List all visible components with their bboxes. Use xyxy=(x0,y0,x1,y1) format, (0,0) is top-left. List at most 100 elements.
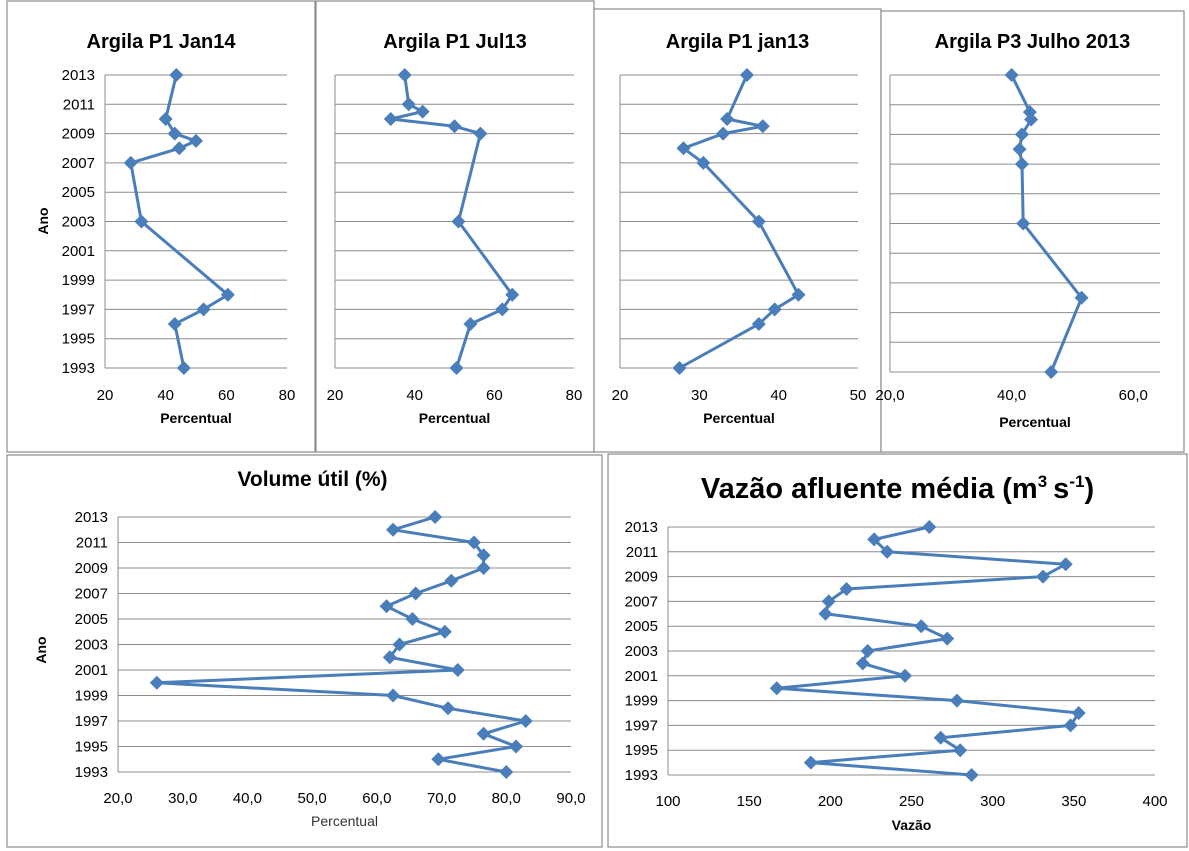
data-point-marker xyxy=(914,619,929,634)
x-tick-label: 100 xyxy=(655,793,680,810)
data-point-marker xyxy=(1058,557,1073,572)
chart-panel-6: Vazão afluente média (m3 s-1) 1993 1995 1997… xyxy=(607,453,1188,848)
data-point-marker xyxy=(867,532,882,547)
y-tick-label: 2001 xyxy=(625,668,658,685)
data-point-marker xyxy=(176,361,191,375)
y-tick-label: 2001 xyxy=(62,243,95,260)
x-axis-label: Percentual xyxy=(419,410,491,426)
x-tick-label: 30,0 xyxy=(168,790,197,807)
x-tick-label: 40 xyxy=(770,387,787,404)
y-tick-label: 2013 xyxy=(75,509,108,526)
y-axis-label: Ano xyxy=(33,636,49,663)
data-point-marker xyxy=(476,548,491,563)
data-point-marker xyxy=(220,287,235,302)
y-tick-label: 2003 xyxy=(62,214,95,231)
x-tick-label: 300 xyxy=(980,793,1005,810)
y-tick-label: 1995 xyxy=(625,742,658,759)
data-point-marker xyxy=(755,119,770,134)
x-tick-label: 250 xyxy=(899,793,924,810)
data-point-marker xyxy=(803,755,818,770)
y-tick-label: 2003 xyxy=(75,637,108,654)
data-point-marker xyxy=(408,586,423,601)
data-point-marker xyxy=(751,317,766,332)
y-tick-label: 1997 xyxy=(75,713,108,730)
panel-border xyxy=(6,454,603,848)
data-point-marker xyxy=(505,287,520,302)
x-tick-label: 60 xyxy=(218,387,235,404)
x-tick-label: 20 xyxy=(97,387,114,404)
y-tick-label: 2011 xyxy=(626,544,658,561)
data-point-marker xyxy=(791,287,806,302)
chart-panel-2: Argila P1 Jul13 20 40 60 80 Percentual xyxy=(315,0,595,453)
data-point-marker xyxy=(451,214,466,229)
y-tick-label: 2005 xyxy=(75,611,108,628)
y-tick-label: 2005 xyxy=(62,184,95,201)
chart-title: Volume útil (%) xyxy=(237,468,387,491)
x-tick-label: 50,0 xyxy=(298,790,327,807)
data-point-marker xyxy=(676,141,691,156)
data-point-marker xyxy=(386,688,401,703)
data-point-marker xyxy=(1035,569,1050,584)
x-axis-label: Percentual xyxy=(999,414,1071,430)
data-point-marker xyxy=(964,768,979,782)
data-point-marker xyxy=(476,561,491,575)
x-axis-label: Percentual xyxy=(703,410,775,426)
y-tick-label: 2007 xyxy=(62,155,95,172)
data-point-marker xyxy=(466,535,481,550)
x-tick-label: 40 xyxy=(157,387,174,404)
y-tick-label: 1997 xyxy=(62,301,95,318)
data-point-marker xyxy=(1016,216,1031,231)
x-tick-label: 80 xyxy=(566,387,583,404)
panel-border xyxy=(6,0,316,453)
chart-panel-4: Argila P3 Julho 2013 20,0 40,0 60,0 Percentu… xyxy=(875,10,1185,453)
data-point-marker xyxy=(1074,290,1089,305)
x-tick-label: 60 xyxy=(486,387,503,404)
data-point-marker xyxy=(383,111,398,126)
x-tick-label: 20 xyxy=(327,387,344,404)
data-point-marker xyxy=(495,302,510,317)
data-point-marker xyxy=(953,743,968,758)
chart-title: Argila P1 Jul13 xyxy=(383,31,526,53)
data-point-marker xyxy=(379,599,394,614)
data-point-marker xyxy=(405,612,420,626)
y-tick-label: 2013 xyxy=(625,519,658,536)
data-point-marker xyxy=(1044,365,1059,379)
data-point-marker xyxy=(431,752,446,767)
x-tick-label: 60,0 xyxy=(1119,387,1148,404)
y-tick-label: 2009 xyxy=(75,560,108,577)
x-tick-label: 40 xyxy=(406,387,423,404)
data-point-marker xyxy=(818,606,833,621)
y-tick-label: 1999 xyxy=(62,272,95,289)
x-tick-label: 150 xyxy=(737,793,762,810)
data-point-marker xyxy=(769,681,784,696)
x-tick-label: 80 xyxy=(279,387,296,404)
data-point-marker xyxy=(933,730,948,745)
y-tick-label: 2009 xyxy=(625,569,658,586)
data-point-marker xyxy=(476,726,491,741)
x-axis-label: Vazão xyxy=(892,817,932,833)
data-point-marker xyxy=(415,104,430,119)
data-point-marker xyxy=(1014,127,1029,142)
data-point-marker xyxy=(672,361,687,375)
y-tick-label: 1995 xyxy=(62,331,95,348)
x-tick-label: 40,0 xyxy=(997,387,1026,404)
data-point-marker xyxy=(447,119,462,134)
data-point-marker xyxy=(839,582,854,596)
data-point-marker xyxy=(134,214,149,229)
x-tick-label: 50 xyxy=(850,387,867,404)
x-tick-label: 20 xyxy=(612,387,629,404)
panel-border xyxy=(315,0,595,453)
y-tick-label: 1993 xyxy=(625,767,658,784)
y-tick-label: 2009 xyxy=(62,126,95,143)
data-point-marker xyxy=(158,111,173,126)
data-point-marker xyxy=(898,668,913,683)
data-point-marker xyxy=(696,155,711,170)
chart-title: Argila P1 Jan14 xyxy=(87,31,237,53)
y-tick-label: 1999 xyxy=(75,688,108,705)
x-axis-label: Percentual xyxy=(311,813,378,829)
y-tick-label: 2007 xyxy=(75,586,108,603)
y-tick-label: 1997 xyxy=(625,717,658,734)
data-point-marker xyxy=(1071,706,1086,720)
data-point-marker xyxy=(767,302,782,317)
x-tick-label: 70,0 xyxy=(427,790,456,807)
